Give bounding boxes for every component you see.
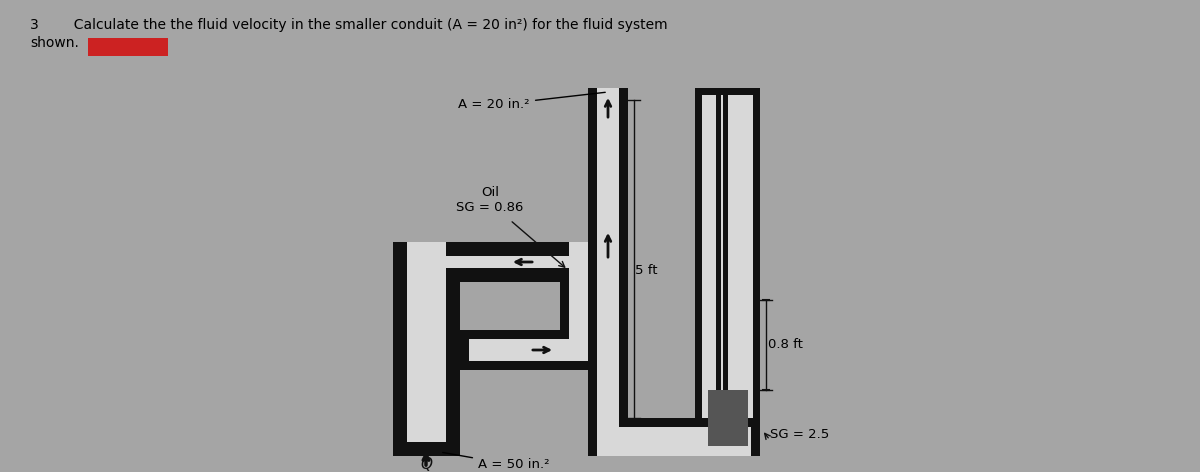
Bar [588, 418, 760, 456]
Bar [598, 88, 619, 447]
Bar [708, 390, 748, 446]
Bar [394, 242, 460, 456]
Bar [460, 330, 600, 370]
Bar [569, 242, 592, 361]
Bar [716, 95, 721, 456]
Text: 5 ft: 5 ft [635, 263, 658, 277]
Bar [722, 95, 728, 456]
Bar [88, 38, 168, 56]
Bar [702, 95, 754, 456]
Text: A = 20 in.²: A = 20 in.² [458, 93, 605, 111]
Bar [560, 242, 600, 370]
Text: SG = 2.5: SG = 2.5 [770, 429, 829, 441]
Bar [695, 88, 760, 456]
Bar [469, 339, 600, 361]
Text: Oil
SG = 0.86: Oil SG = 0.86 [456, 186, 523, 214]
Bar [407, 242, 446, 442]
Text: 0.8 ft: 0.8 ft [768, 338, 803, 352]
Bar [598, 427, 751, 456]
Bar [407, 256, 600, 268]
Text: 3        Calculate the the fluid velocity in the smaller conduit (A = 20 in²) fo: 3 Calculate the the fluid velocity in th… [30, 18, 667, 32]
Text: shown.: shown. [30, 36, 79, 50]
Bar [394, 242, 600, 282]
Text: Q: Q [420, 457, 432, 472]
Bar [588, 88, 628, 456]
Text: A = 50 in.²: A = 50 in.² [443, 453, 550, 472]
